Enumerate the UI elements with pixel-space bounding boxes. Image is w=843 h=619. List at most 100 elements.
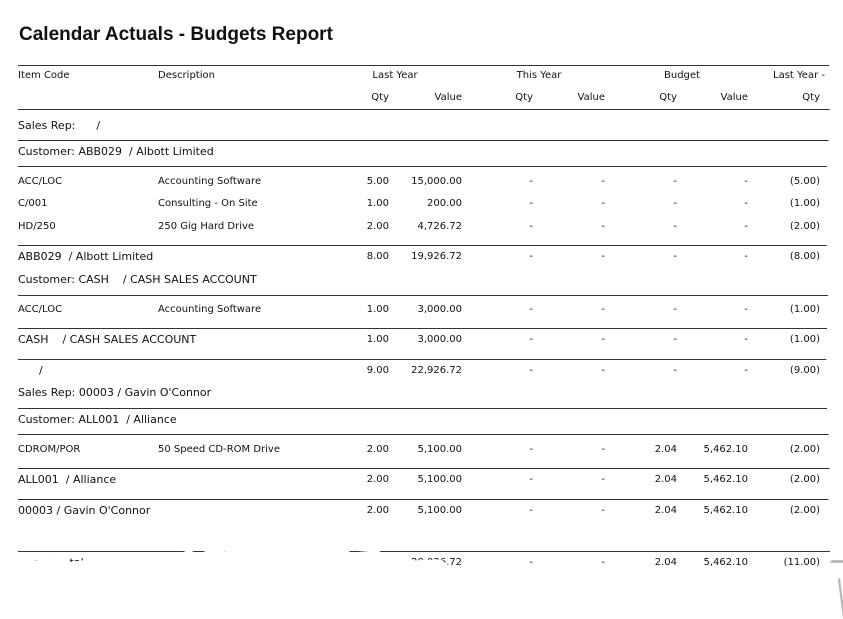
amount-cell: - [673,365,677,376]
amount-cell: - [601,444,605,455]
item-description: 250 Gig Hard Drive [158,221,255,232]
rule-line [18,551,833,552]
amount-cell: (1.00) [789,304,820,315]
subcolumn-header: Qty [659,92,677,103]
amount-cell: 2.00 [366,444,389,455]
amount-cell: 5.00 [366,176,389,187]
column-header: Last Year [372,70,418,81]
page-edge [826,0,843,560]
group-heading: Customer: CASH / CASH SALES ACCOUNT [18,273,257,286]
amount-cell: (1.00) [789,334,820,345]
amount-cell: - [529,198,533,209]
amount-cell: - [529,251,533,262]
amount-cell: - [529,444,533,455]
amount-cell: 2.00 [366,221,389,232]
amount-cell: - [529,176,533,187]
amount-cell: 3,000.00 [417,334,462,345]
amount-cell: - [601,221,605,232]
rule-line [18,328,833,329]
group-heading: Sales Rep: / [18,119,101,132]
amount-cell: 2.04 [654,557,677,568]
column-header: Description [158,70,215,81]
amount-cell: - [601,176,605,187]
subcolumn-header: Qty [802,92,820,103]
amount-cell: 1.00 [366,198,389,209]
amount-cell: - [744,365,748,376]
amount-cell: - [529,557,533,568]
amount-cell: (9.00) [789,365,820,376]
amount-cell: - [529,221,533,232]
total-label: 00003 / Gavin O'Connor [18,504,151,517]
rule-line [18,295,833,296]
amount-cell: (2.00) [789,444,820,455]
column-header: Last Year - [773,70,825,81]
total-label: / [18,364,43,377]
amount-cell: - [529,334,533,345]
item-description: 50 Speed CD-ROM Drive [158,444,281,455]
item-description: Accounting Software [158,304,262,315]
amount-cell: (1.00) [789,198,820,209]
amount-cell: 15,000.00 [411,176,462,187]
amount-cell: - [744,251,748,262]
rule-line [18,65,833,66]
amount-cell: 2.00 [366,474,389,485]
rule-line [18,109,833,110]
amount-cell: 8.00 [366,251,389,262]
amount-cell: - [744,304,748,315]
report-title: Calendar Actuals - Budgets Report [19,24,333,45]
amount-cell: 2.04 [654,505,677,516]
subcolumn-header: Value [577,92,605,103]
amount-cell: - [601,198,605,209]
column-header: This Year [516,70,562,81]
amount-cell: - [529,474,533,485]
rule-line [18,434,833,435]
amount-cell: - [673,334,677,345]
amount-cell: (11.00) [783,557,820,568]
item-code: C/001 [18,198,48,209]
amount-cell: 5,100.00 [417,474,462,485]
amount-cell: - [601,251,605,262]
column-header: Item Code [18,70,70,81]
subcolumn-header: Value [434,92,462,103]
amount-cell: - [529,505,533,516]
amount-cell: - [744,334,748,345]
column-header: Budget [664,70,700,81]
amount-cell: 4,726.72 [417,221,462,232]
rule-line [18,408,833,409]
amount-cell: - [673,176,677,187]
amount-cell: - [673,198,677,209]
amount-cell: - [601,334,605,345]
group-heading: Customer: ABB029 / Albott Limited [18,145,214,158]
amount-cell: - [529,304,533,315]
amount-cell: 1.00 [366,334,389,345]
item-description: Accounting Software [158,176,262,187]
amount-cell: - [601,304,605,315]
item-code: ACC/LOC [18,176,63,187]
amount-cell: 3,000.00 [417,304,462,315]
subcolumn-header: Qty [371,92,389,103]
group-heading: Customer: ALL001 / Alliance [18,413,177,426]
amount-cell: - [601,365,605,376]
amount-cell: 9.00 [366,365,389,376]
rule-line [18,166,833,167]
amount-cell: - [673,304,677,315]
amount-cell: - [529,365,533,376]
amount-cell: - [601,557,605,568]
total-label: ALL001 / Alliance [18,473,117,486]
amount-cell: 2.00 [366,505,389,516]
amount-cell: 19,926.72 [411,251,462,262]
group-heading: Sales Rep: 00003 / Gavin O'Connor [18,386,212,399]
amount-cell: 5,100.00 [417,505,462,516]
amount-cell: 5,462.10 [703,505,748,516]
amount-cell: - [744,198,748,209]
amount-cell: (2.00) [789,221,820,232]
amount-cell: (8.00) [789,251,820,262]
item-code: ACC/LOC [18,304,63,315]
total-label: CASH / CASH SALES ACCOUNT [18,333,197,346]
amount-cell: 2.04 [654,474,677,485]
rule-line [18,359,833,360]
rule-line [18,140,833,141]
amount-cell: (2.00) [789,474,820,485]
page-edge [0,543,843,619]
